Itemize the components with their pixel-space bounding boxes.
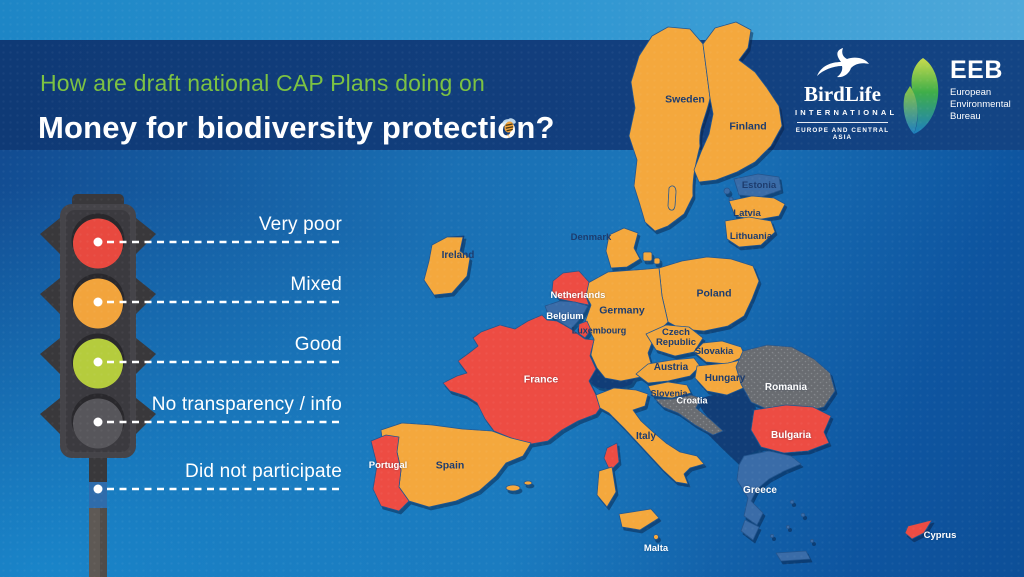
map-country-label: Spain [435, 459, 465, 472]
map-country-label: Austria [653, 361, 689, 373]
pole [89, 508, 107, 577]
eeb-logo: EEB European Environmental Bureau [903, 58, 1011, 138]
map-country-label: Denmark [570, 232, 612, 244]
birdlife-divider [797, 122, 888, 123]
bee-icon [502, 118, 516, 138]
eeb-fullname: European Environmental Bureau [950, 87, 1011, 122]
birdlife-wordmark: BirdLife [804, 82, 881, 106]
map-country-label: Netherlands [550, 290, 606, 302]
map-country-label: France [523, 373, 559, 386]
map-country-label: Ireland [441, 249, 475, 261]
map-country-label: Czech Republic [655, 327, 697, 348]
map-country-label: Portugal [368, 460, 408, 472]
birdlife-tier: INTERNATIONAL [795, 108, 898, 117]
legend-label-good: Good [294, 334, 342, 355]
page-title-kicker: How are draft national CAP Plans doing o… [40, 70, 486, 97]
map-country-label: Greece [743, 484, 777, 496]
map-country-label: Bulgaria [770, 429, 812, 441]
legend-label-did-not-participate: Did not participate [185, 461, 342, 482]
top-accent-strip [0, 0, 1024, 40]
birdlife-bird-icon [816, 48, 869, 78]
map-country-label: Malta [643, 543, 669, 555]
legend-callout-lines [107, 240, 342, 491]
map-country-label: Croatia [676, 395, 708, 406]
map-country-label: Romania [764, 381, 808, 393]
map-country-label: Poland [696, 287, 732, 300]
eeb-abbr: EEB [950, 56, 1003, 84]
map-country-label: Estonia [741, 180, 777, 192]
traffic-light-visors [40, 218, 156, 434]
map-country-label: Italy [635, 430, 657, 442]
map-country-label: Belgium [546, 311, 584, 323]
map-country-label: Latvia [733, 208, 761, 220]
map-country-label: Finland [729, 120, 767, 133]
legend-callout-dots [93, 237, 103, 494]
legend-label-mixed: Mixed [290, 274, 342, 295]
page-title: Money for biodiversity protection? [38, 109, 555, 145]
map-country-label: Slovenia [650, 388, 688, 399]
eeb-leaf-icon [903, 58, 939, 134]
birdlife-region: EUROPE AND CENTRAL ASIA [795, 127, 890, 141]
map-country-label: Slovakia [694, 346, 734, 358]
pole-connector [89, 458, 107, 482]
map-country-label: Lithuania [729, 231, 773, 243]
map-country-label: Sweden [665, 93, 705, 106]
legend-label-no-info: No transparency / info [151, 394, 342, 415]
birdlife-logo: BirdLife INTERNATIONAL EUROPE AND CENTRA… [795, 48, 898, 141]
map-country-label: Cyprus [923, 530, 957, 542]
legend-label-very-poor: Very poor [258, 214, 342, 235]
map-country-label: Hungary [704, 372, 746, 384]
pole-blue-segment [89, 482, 107, 508]
map-country-label: Luxembourg [571, 325, 627, 336]
map-country-label: Germany [599, 304, 645, 317]
